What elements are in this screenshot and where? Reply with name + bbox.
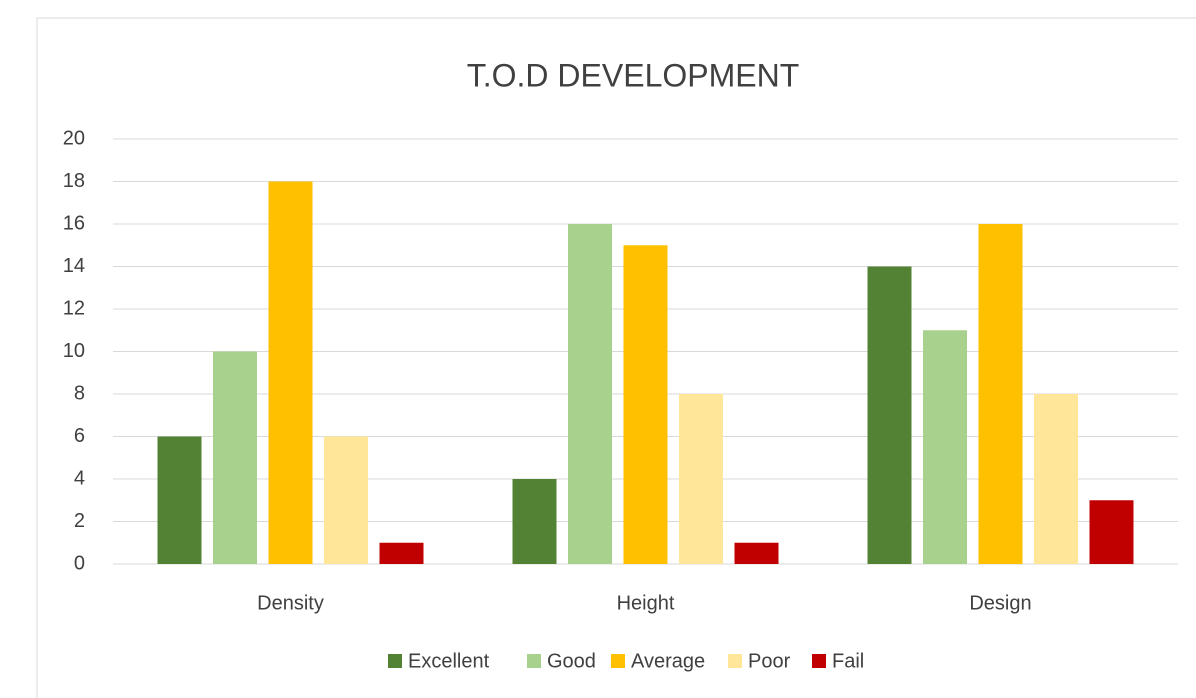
legend-label: Average [631, 650, 705, 672]
bar [1034, 394, 1078, 564]
y-tick-label: 2 [74, 510, 85, 532]
legend-label: Good [547, 650, 596, 672]
chart-title: T.O.D DEVELOPMENT [467, 57, 800, 93]
legend-swatch [611, 654, 625, 668]
y-tick-label: 14 [63, 255, 85, 277]
bar [568, 224, 612, 564]
bar [734, 542, 779, 564]
bar [867, 266, 912, 564]
legend-swatch [812, 654, 826, 668]
y-tick-label: 6 [74, 425, 85, 447]
x-tick-label: Height [617, 592, 675, 614]
bar [213, 351, 257, 564]
bar [923, 330, 967, 564]
x-tick-label: Design [969, 592, 1031, 614]
y-tick-label: 8 [74, 382, 85, 404]
bar [1089, 500, 1134, 564]
x-tick-label: Density [257, 592, 324, 614]
y-tick-label: 12 [63, 297, 85, 319]
bar [512, 479, 557, 564]
bar [623, 245, 668, 564]
bar [268, 181, 313, 564]
bar [324, 436, 368, 564]
bar [679, 394, 723, 564]
legend-swatch [728, 654, 742, 668]
legend-label: Poor [748, 650, 791, 672]
bar [157, 436, 202, 564]
legend-label: Fail [832, 650, 864, 672]
y-tick-label: 20 [63, 127, 85, 149]
y-tick-label: 18 [63, 170, 85, 192]
bar [978, 224, 1023, 564]
y-tick-label: 16 [63, 212, 85, 234]
y-tick-label: 10 [63, 340, 85, 362]
y-tick-label: 0 [74, 552, 85, 574]
bar [379, 542, 424, 564]
y-tick-label: 4 [74, 467, 85, 489]
legend-swatch [388, 654, 402, 668]
legend-label: Excellent [408, 650, 490, 672]
legend-swatch [527, 654, 541, 668]
